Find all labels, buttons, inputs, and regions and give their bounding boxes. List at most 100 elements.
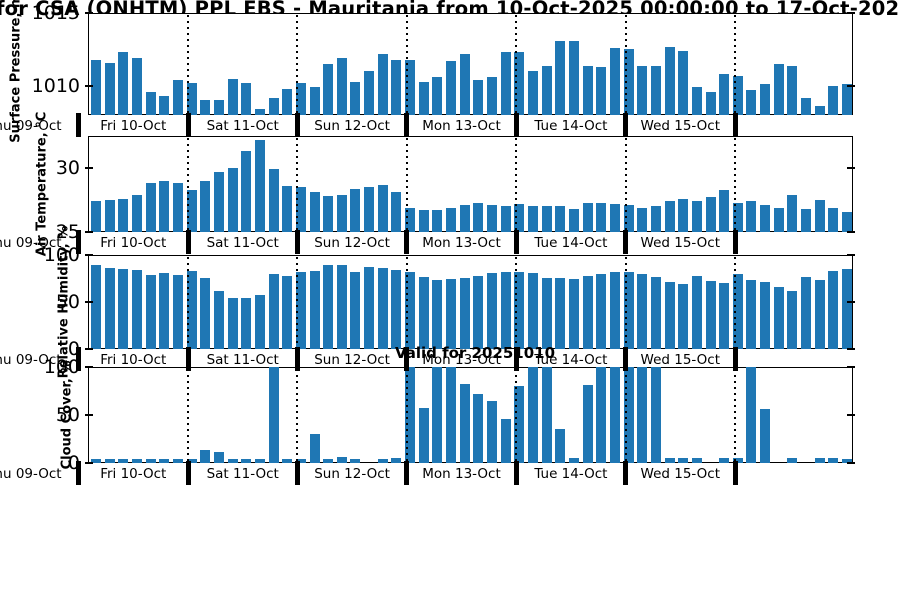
relative-humidity-bar [227,298,238,349]
day-label: Fri 10-Oct [100,235,167,251]
air-temperature-bar [145,183,156,232]
cloud-cover-bar [746,367,757,463]
cloud-cover-bar [787,458,798,463]
day-separator [76,347,82,371]
cloud-cover-bar [760,409,771,463]
surface-pressure-bar [350,81,361,115]
surface-pressure-bar [309,87,320,115]
relative-humidity-bar [555,277,566,349]
day-label: Fri 10-Oct [100,466,167,482]
day-separator [185,230,191,254]
day-label: Tue 14-Oct [534,235,608,251]
air-temperature-bar [350,188,361,232]
day-label: Tue 14-Oct [534,466,608,482]
relative-humidity-bar [350,272,361,349]
air-temperature-bar [364,187,375,232]
cloud-cover-bar [432,367,443,463]
relative-humidity-bar [254,294,265,349]
surface-pressure-bar [842,84,852,115]
cloud-cover-bar [609,367,620,463]
relative-humidity-bar [801,276,812,349]
y-tick-mark [847,231,855,233]
cloud-cover-bar [637,367,648,463]
air-temperature-bar [637,207,648,232]
surface-pressure-bar [295,82,306,115]
y-tick-mark [85,12,93,14]
day-separator [404,230,410,254]
cloud-cover-bar [282,459,293,463]
day-separator [294,347,300,371]
cloud-cover-bar [514,385,525,463]
surface-pressure-bar [705,91,716,115]
day-label: Thu 09-Oct [0,118,62,134]
day-separator [513,230,519,254]
relative-humidity-bar [500,272,511,349]
day-boundary-line [405,138,408,230]
cloud-cover-bar [678,458,689,463]
relative-humidity-bar [159,273,170,349]
day-separator [732,113,738,137]
relative-humidity-bar [377,267,388,349]
relative-humidity-bar [309,271,320,349]
air-temperature-bar [582,202,593,232]
relative-humidity-bar [418,276,429,349]
relative-humidity-bar [145,275,156,349]
day-separator [513,461,519,485]
air-temperature-bar [295,187,306,232]
day-label: Sat 11-Oct [206,352,279,368]
cloud-cover-bar [295,459,306,463]
day-boundary-line [296,369,299,461]
cloud-cover-bar [664,458,675,463]
surface-pressure-bar [446,61,456,115]
air-temperature-bar [118,198,129,232]
day-label: Sun 12-Oct [314,466,390,482]
relative-humidity-bar [323,264,334,349]
surface-pressure-bar [132,58,142,115]
surface-pressure-bar [268,97,279,115]
surface-pressure-bar [801,97,812,115]
day-label: Sun 12-Oct [314,235,390,251]
relative-humidity-bar [514,272,525,349]
day-boundary-line [515,138,518,230]
air-temperature-y-tick-label: 30 [55,157,80,179]
air-temperature-bar [254,139,265,232]
relative-humidity-bar [541,277,552,349]
relative-humidity-bar [582,275,593,349]
surface-pressure-bar [159,96,170,115]
y-tick-mark [85,366,93,369]
cloud-cover-bar [418,408,429,463]
relative-humidity-bar [814,279,825,349]
relative-humidity-bar [186,271,197,349]
y-tick-mark [847,301,855,304]
day-separator [185,347,191,371]
surface-pressure-bar [473,80,484,115]
day-boundary-line [624,369,627,461]
cloud-cover-bar [213,451,224,463]
day-boundary-line [296,15,299,113]
relative-humidity-bar [200,277,211,349]
day-label: Sat 11-Oct [206,466,279,482]
y-tick-mark [847,462,855,464]
day-label: Mon 13-Oct [422,466,501,482]
surface-pressure-bar [541,65,552,115]
surface-pressure-bar [555,40,566,115]
y-tick-mark [847,254,855,257]
day-boundary-line [296,257,299,347]
relative-humidity-bar [364,266,375,349]
relative-humidity-bar [118,269,129,349]
valid-date-annotation: Valid for 20251010 [394,344,556,362]
surface-pressure-y-tick-label: 1010 [31,74,80,97]
day-separator [623,230,629,254]
air-temperature-bar [528,206,538,232]
day-separator [185,461,191,485]
day-boundary-line [296,138,299,230]
surface-pressure-bar [650,65,661,115]
cloud-cover-bar [227,459,238,463]
relative-humidity-bar [719,283,730,349]
relative-humidity-bar [773,287,784,349]
cloud-cover-bar [555,428,566,463]
day-boundary-line [187,257,189,347]
relative-humidity-bar [446,278,456,349]
air-temperature-bar [787,194,798,232]
air-temperature-bar [432,210,443,232]
